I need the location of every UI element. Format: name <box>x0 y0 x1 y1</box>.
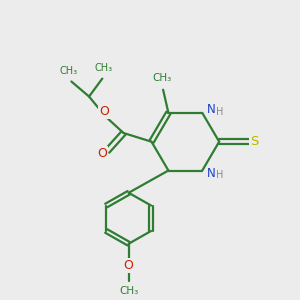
Text: CH₃: CH₃ <box>119 286 138 296</box>
Text: O: O <box>99 105 109 119</box>
Text: CH₃: CH₃ <box>59 66 77 76</box>
Text: N: N <box>207 103 216 116</box>
Text: H: H <box>216 107 224 117</box>
Text: H: H <box>216 170 224 180</box>
Text: O: O <box>124 259 134 272</box>
Text: CH₃: CH₃ <box>95 63 113 74</box>
Text: S: S <box>250 135 259 148</box>
Text: CH₃: CH₃ <box>152 73 171 83</box>
Text: N: N <box>207 167 216 180</box>
Text: O: O <box>97 147 107 160</box>
